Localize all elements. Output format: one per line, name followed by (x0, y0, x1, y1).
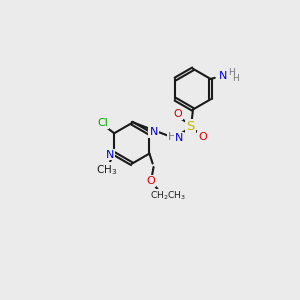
Text: CH$_2$CH$_3$: CH$_2$CH$_3$ (150, 190, 186, 202)
Text: CH$_3$: CH$_3$ (96, 163, 117, 177)
Text: N: N (219, 71, 228, 81)
Text: O: O (174, 109, 183, 119)
Text: H: H (232, 74, 238, 83)
Text: N: N (175, 133, 183, 143)
Text: O: O (198, 132, 207, 142)
Text: S: S (187, 120, 195, 133)
Text: Cl: Cl (97, 118, 108, 128)
Text: N: N (106, 149, 114, 160)
Text: H: H (168, 132, 176, 142)
Text: O: O (146, 176, 155, 186)
Text: N: N (149, 127, 158, 137)
Text: H: H (228, 68, 235, 77)
